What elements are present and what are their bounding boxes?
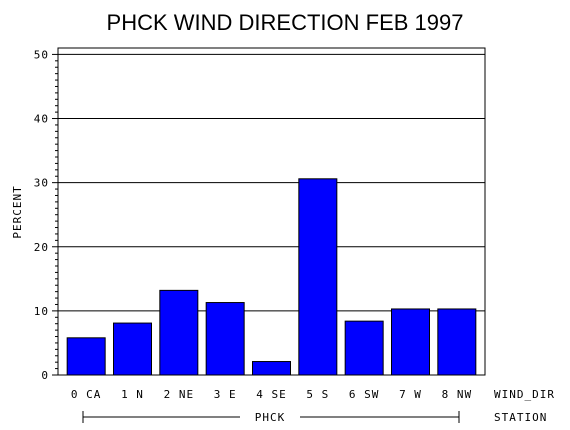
station-axis-label: STATION: [494, 411, 547, 424]
y-tick-label: 20: [34, 241, 49, 254]
y-tick-label: 10: [34, 305, 49, 318]
bar-3-e: [205, 302, 245, 376]
chart-title: PHCK WIND DIRECTION FEB 1997: [107, 10, 464, 35]
x-tick-label: 5 S: [306, 388, 329, 401]
bars: [66, 178, 477, 376]
bar-4-se: [252, 361, 291, 376]
x-axis-label: WIND_DIR: [494, 388, 555, 401]
x-tick-label: 8 NW: [442, 388, 473, 401]
y-tick-label: 50: [34, 48, 49, 61]
bar-6-sw: [344, 320, 384, 376]
x-tick-label: 2 NE: [164, 388, 195, 401]
station-group-label: PHCK: [255, 411, 286, 424]
station-group-bracket: PHCK: [82, 411, 460, 424]
x-tick-label: 4 SE: [256, 388, 287, 401]
x-tick-label: 0 CA: [71, 388, 102, 401]
grid-lines: [58, 53, 485, 312]
bar-7-w: [391, 308, 430, 376]
y-axis: 0 10 20 30 40 50: [34, 48, 58, 382]
bar-1-n: [113, 322, 152, 376]
y-tick-label: 40: [34, 113, 49, 126]
y-axis-label: PERCENT: [11, 185, 24, 238]
bar-5-s: [298, 178, 338, 376]
y-tick-label: 30: [34, 177, 49, 190]
bar-2-ne: [159, 289, 199, 376]
x-axis-labels: 0 CA 1 N 2 NE 3 E 4 SE 5 S 6 SW 7 W 8 NW: [71, 388, 473, 401]
x-tick-label: 6 SW: [349, 388, 380, 401]
x-tick-label: 3 E: [214, 388, 237, 401]
y-tick-label: 0: [41, 369, 49, 382]
bar-0-ca: [66, 337, 106, 376]
bar-8-nw: [437, 308, 477, 376]
x-tick-label: 7 W: [399, 388, 422, 401]
x-tick-label: 1 N: [121, 388, 144, 401]
plot-frame: [57, 47, 486, 376]
